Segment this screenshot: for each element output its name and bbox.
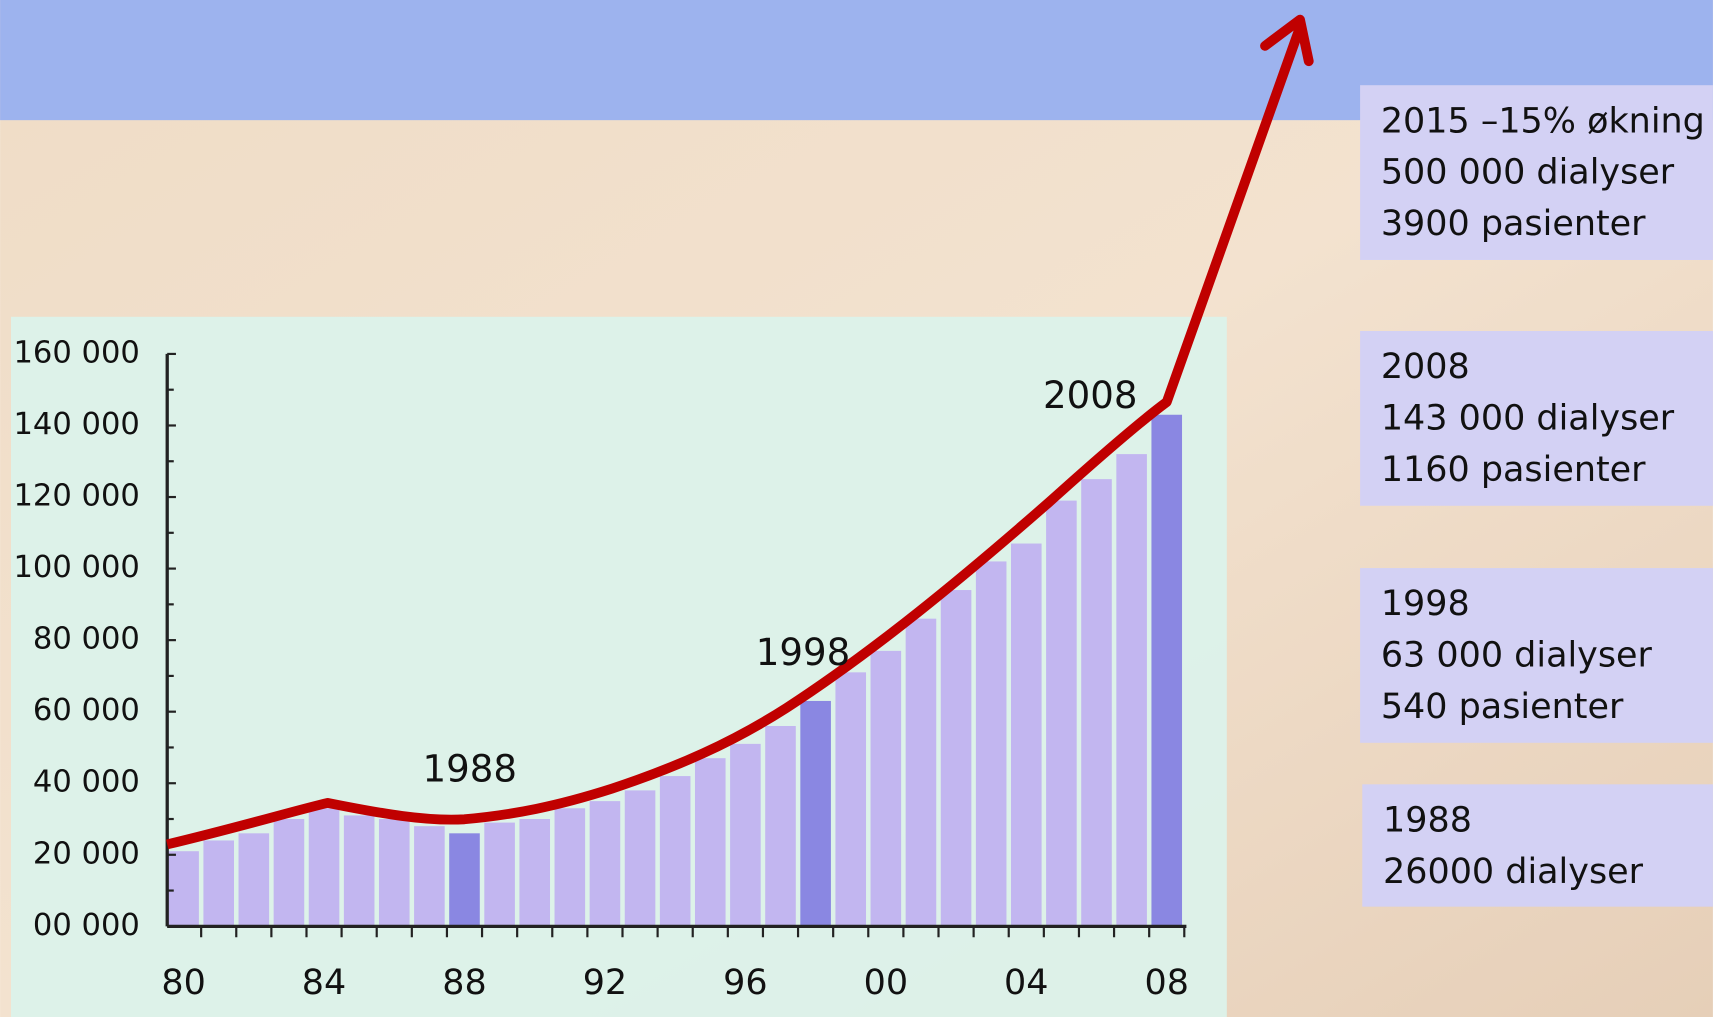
x-tick-label: 00 bbox=[864, 963, 908, 1003]
info-line: 63 000 dialyser bbox=[1381, 636, 1653, 676]
y-tick-label: 60 000 bbox=[33, 693, 140, 728]
info-line: 3900 pasienter bbox=[1381, 204, 1646, 244]
bar bbox=[590, 801, 621, 926]
annotation: 1988 bbox=[423, 748, 517, 791]
info-line: 1998 bbox=[1381, 584, 1470, 624]
bar bbox=[660, 776, 691, 926]
bar bbox=[449, 833, 480, 926]
x-tick-label: 80 bbox=[161, 963, 205, 1003]
slide: 80 84 88 92 96 00 04 08 00 000 20 000 40 000 60 000… bbox=[0, 0, 1713, 1017]
bar bbox=[695, 758, 726, 926]
bar bbox=[484, 823, 515, 927]
bar bbox=[765, 726, 796, 926]
bar bbox=[1151, 415, 1182, 927]
bar bbox=[1081, 479, 1112, 926]
bar bbox=[906, 619, 937, 927]
y-tick-label: 140 000 bbox=[13, 407, 139, 442]
bar bbox=[976, 561, 1007, 926]
x-tick-label: 92 bbox=[583, 963, 627, 1003]
bar bbox=[625, 790, 656, 926]
bar bbox=[1046, 501, 1077, 927]
annotation: 2008 bbox=[1043, 374, 1137, 417]
info-line: 143 000 dialyser bbox=[1381, 398, 1675, 438]
x-tick-label: 84 bbox=[302, 963, 346, 1003]
y-tick-label: 160 000 bbox=[13, 335, 139, 370]
info-line: 1988 bbox=[1383, 800, 1472, 840]
info-line: 1160 pasienter bbox=[1381, 450, 1646, 490]
page: 80 84 88 92 96 00 04 08 00 000 20 000 40 000 60 000… bbox=[0, 0, 1713, 1017]
info-line: 26000 dialyser bbox=[1383, 852, 1644, 892]
y-tick-label: 00 000 bbox=[33, 908, 140, 943]
y-tick-label: 20 000 bbox=[33, 836, 140, 871]
y-tick-label: 40 000 bbox=[33, 765, 140, 800]
info-line: 2015 –15% økning bbox=[1381, 101, 1705, 141]
bar bbox=[800, 701, 831, 926]
bar bbox=[414, 826, 445, 926]
y-tick-label: 80 000 bbox=[33, 622, 140, 657]
y-tick-label: 100 000 bbox=[13, 550, 139, 585]
bar bbox=[871, 651, 902, 926]
bar bbox=[835, 672, 866, 926]
bar bbox=[730, 744, 761, 926]
bar bbox=[274, 819, 305, 926]
x-tick-label: 04 bbox=[1004, 963, 1048, 1003]
bar bbox=[168, 851, 199, 926]
x-tick-label: 88 bbox=[442, 963, 486, 1003]
bar bbox=[519, 819, 550, 926]
bar bbox=[941, 590, 972, 926]
bar bbox=[1116, 454, 1147, 926]
x-tick-label: 08 bbox=[1144, 963, 1188, 1003]
bar bbox=[203, 840, 234, 926]
bar bbox=[1011, 544, 1042, 927]
info-line: 2008 bbox=[1381, 347, 1470, 387]
info-line: 500 000 dialyser bbox=[1381, 153, 1675, 193]
info-line: 540 pasienter bbox=[1381, 687, 1624, 727]
bar bbox=[555, 808, 586, 926]
x-tick-label: 96 bbox=[723, 963, 767, 1003]
bar bbox=[379, 819, 410, 926]
bar bbox=[309, 808, 340, 926]
bar bbox=[344, 815, 375, 926]
annotation: 1998 bbox=[756, 631, 850, 674]
y-tick-label: 120 000 bbox=[13, 479, 139, 514]
bar bbox=[239, 833, 270, 926]
